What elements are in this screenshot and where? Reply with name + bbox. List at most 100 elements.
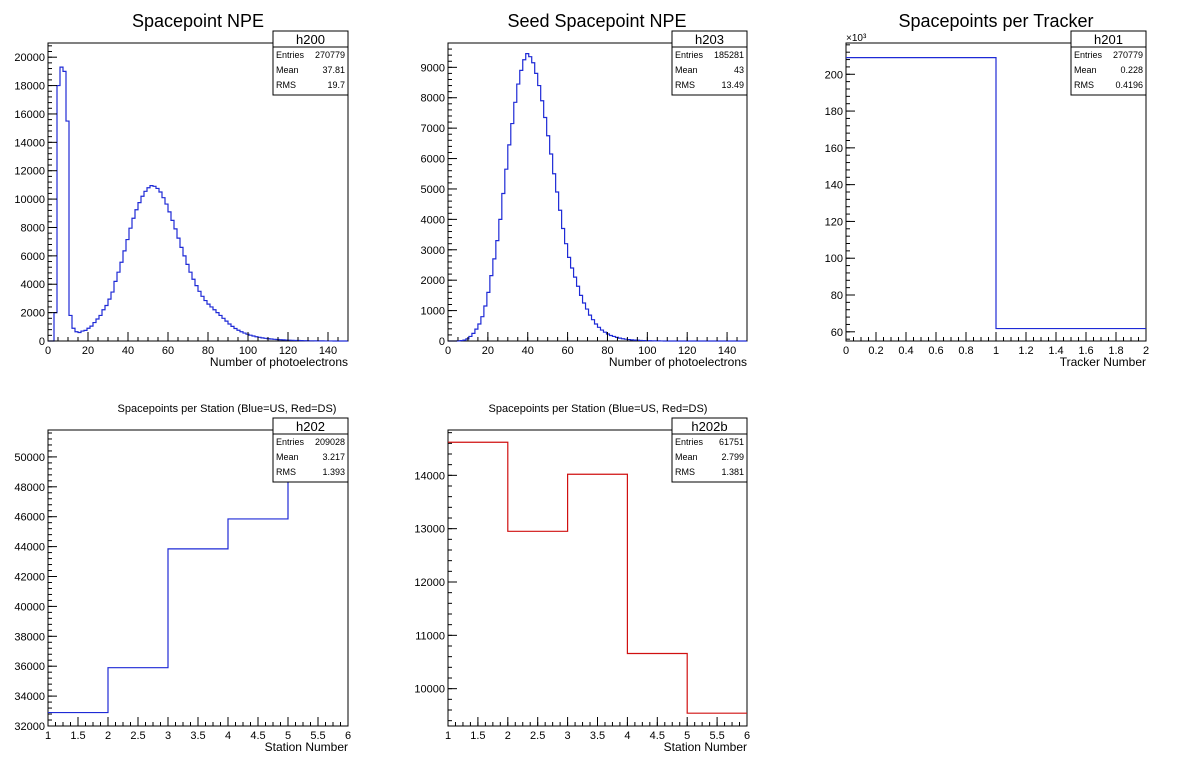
histogram-line (48, 66, 348, 342)
y-tick-label: 42000 (14, 572, 45, 584)
y-tick-label: 16000 (14, 109, 45, 121)
stats-value: 1.381 (721, 467, 744, 477)
stats-box-name: h200 (296, 32, 325, 47)
stats-box: h201 Entries 270779 Mean 0.228 RMS 0.4196 (1070, 30, 1147, 96)
stats-value: 0.228 (1120, 65, 1143, 75)
x-tick-label: 100 (239, 345, 257, 357)
stats-label: Mean (1074, 65, 1097, 75)
x-tick-label: 1 (445, 730, 451, 742)
x-tick-label: 1.8 (1108, 345, 1123, 357)
x-tick-label: 5 (684, 730, 690, 742)
histogram-line (448, 441, 747, 714)
chart-title: Seed Spacepoint NPE (507, 11, 686, 31)
x-tick-label: 1.5 (470, 730, 485, 742)
x-tick-label: 60 (561, 345, 573, 357)
chart-title: Spacepoint NPE (132, 11, 264, 31)
y-tick-label: 40000 (14, 601, 45, 613)
stats-label: RMS (675, 467, 695, 477)
stats-label: Entries (276, 50, 305, 60)
x-tick-label: 1.5 (70, 730, 85, 742)
y-tick-label: 6000 (421, 154, 445, 166)
x-tick-label: 4 (624, 730, 630, 742)
y-tick-label: 12000 (414, 577, 445, 589)
x-tick-label: 0.8 (958, 345, 973, 357)
x-tick-label: 1 (45, 730, 51, 742)
histogram-line (846, 57, 1146, 330)
x-tick-label: 2.5 (130, 730, 145, 742)
panel-h200: Spacepoint NPE 0 20 40 60 80 100 120 140 0 2000 400… (14, 11, 349, 369)
y-tick-label: 10000 (14, 194, 45, 206)
y-tick-label: 48000 (14, 482, 45, 494)
stats-value: 270779 (315, 50, 345, 60)
stats-value: 13.49 (721, 80, 744, 90)
stats-value: 185281 (714, 50, 744, 60)
stats-label: Mean (675, 452, 698, 462)
x-tick-label: 60 (162, 345, 174, 357)
stats-value: 37.81 (322, 65, 345, 75)
x-tick-label: 2 (505, 730, 511, 742)
stats-label: Mean (276, 452, 299, 462)
x-tick-label: 140 (718, 345, 736, 357)
y-tick-label: 120 (825, 216, 843, 228)
stats-value: 0.4196 (1115, 80, 1143, 90)
chart-title: Spacepoints per Tracker (898, 11, 1093, 31)
y-tick-label: 0 (39, 336, 45, 348)
y-tick-label: 100 (825, 253, 843, 265)
y-tick-label: 18000 (14, 81, 45, 93)
stats-label: RMS (276, 80, 296, 90)
y-tick-label: 44000 (14, 542, 45, 554)
y-tick-label: 7000 (421, 123, 445, 135)
panel-h202: Spacepoints per Station (Blue=US, Red=DS… (14, 403, 351, 754)
x-tick-label: 120 (279, 345, 297, 357)
y-tick-label: 13000 (414, 524, 445, 536)
stats-value: 19.7 (327, 80, 345, 90)
y-tick-label: 200 (825, 69, 843, 81)
y-tick-label: 60 (831, 327, 843, 339)
stats-label: Entries (675, 437, 704, 447)
stats-value: 270779 (1113, 50, 1143, 60)
x-tick-label: 5.5 (709, 730, 724, 742)
stats-value: 43 (734, 65, 744, 75)
y-tick-label: 32000 (14, 721, 45, 733)
x-axis-label: Number of photoelectrons (609, 355, 747, 369)
y-tick-label: 3000 (421, 245, 445, 257)
x-tick-label: 40 (522, 345, 534, 357)
y-tick-label: 20000 (14, 52, 45, 64)
stats-box: h203 Entries 185281 Mean 43 RMS 13.49 (671, 30, 748, 96)
panel-h202b: Spacepoints per Station (Blue=US, Red=DS… (414, 403, 750, 754)
y-tick-label: 8000 (421, 93, 445, 105)
x-tick-label: 4.5 (650, 730, 665, 742)
stats-box: h202b Entries 61751 Mean 2.799 RMS 1.381 (671, 417, 748, 483)
stats-box-frame (272, 417, 349, 483)
x-tick-label: 80 (601, 345, 613, 357)
stats-label: Mean (675, 65, 698, 75)
stats-box-frame (671, 30, 748, 96)
x-tick-label: 3.5 (190, 730, 205, 742)
histogram-line (48, 445, 348, 714)
y-tick-label: 46000 (14, 512, 45, 524)
x-tick-label: 2 (105, 730, 111, 742)
x-tick-label: 3 (565, 730, 571, 742)
y-tick-label: 2000 (21, 308, 45, 320)
stats-value: 1.393 (322, 467, 345, 477)
y-tick-label: 11000 (415, 630, 445, 642)
x-tick-label: 0 (445, 345, 451, 357)
x-tick-label: 0.2 (868, 345, 883, 357)
stats-label: RMS (1074, 80, 1094, 90)
x-tick-label: 4 (225, 730, 231, 742)
y-tick-label: 160 (825, 143, 843, 155)
chart-title: Spacepoints per Station (Blue=US, Red=DS… (489, 403, 708, 415)
x-tick-label: 1 (993, 345, 999, 357)
chart-title: Spacepoints per Station (Blue=US, Red=DS… (118, 403, 337, 415)
stats-value: 209028 (315, 437, 345, 447)
y-tick-label: 9000 (421, 62, 445, 74)
x-tick-label: 0.4 (898, 345, 913, 357)
x-axis-label: Station Number (664, 740, 747, 754)
x-axis-label: Number of photoelectrons (210, 355, 348, 369)
x-tick-label: 20 (482, 345, 494, 357)
x-axis-label: Station Number (265, 740, 348, 754)
stats-label: Entries (675, 50, 704, 60)
x-tick-label: 140 (319, 345, 337, 357)
y-tick-label: 4000 (21, 279, 45, 291)
